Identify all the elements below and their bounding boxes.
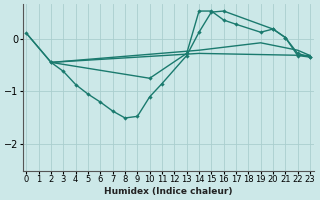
X-axis label: Humidex (Indice chaleur): Humidex (Indice chaleur) [104, 187, 232, 196]
